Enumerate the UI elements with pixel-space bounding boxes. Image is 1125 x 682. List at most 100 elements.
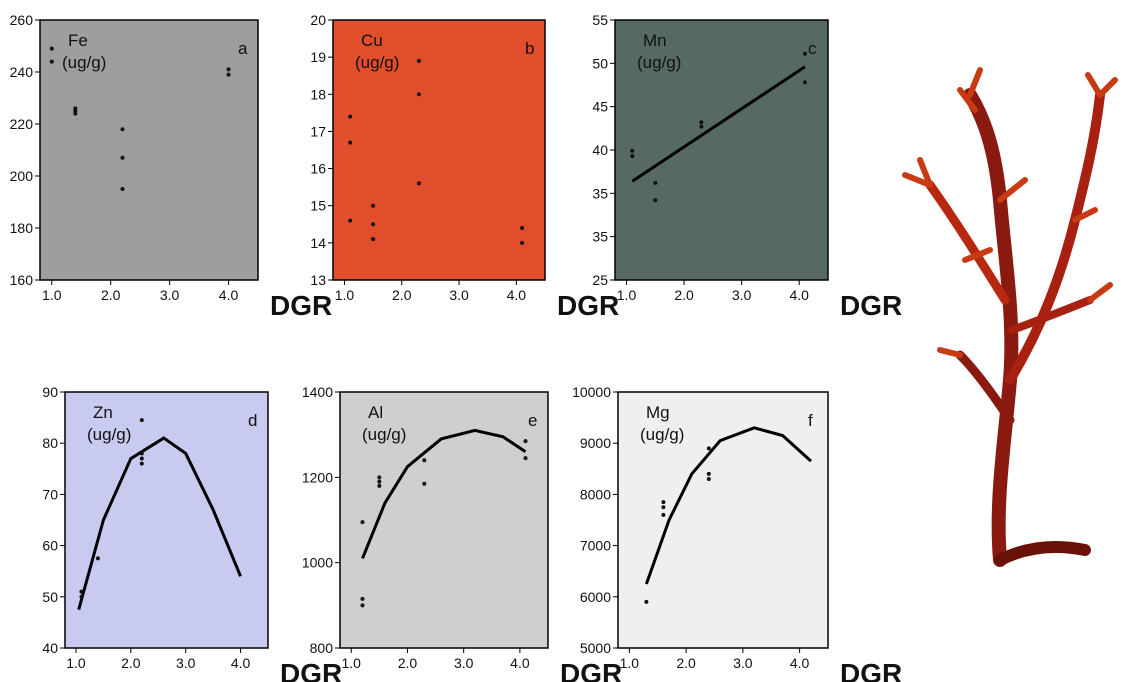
- data-point: [661, 505, 666, 510]
- data-point: [520, 226, 525, 230]
- y-tick-label: 14: [310, 235, 326, 251]
- x-axis-label: DGR: [840, 658, 902, 682]
- data-point: [348, 114, 353, 119]
- element-label: Zn: [93, 403, 113, 422]
- plot-area: [64, 391, 269, 649]
- x-tick-label: 2.0: [392, 287, 412, 303]
- data-point: [416, 181, 421, 186]
- fit-line: [644, 426, 812, 585]
- y-tick-label: 18: [310, 86, 326, 102]
- x-tick-label: 3.0: [160, 287, 180, 303]
- data-point: [802, 80, 807, 85]
- data-point: [139, 461, 144, 466]
- chart-panel: 160 180 200 220 240 260 1.0 2.0 3.0 4.0 DGR Fe (ug/g…: [10, 12, 333, 321]
- chart-panel: 25 35 35 40 45 50 55 1.0 2.0 3.0 4.0 DGR Mn (ug/g) c: [592, 12, 902, 321]
- y-tick-label: 40: [592, 142, 608, 158]
- y-tick-label: 20: [310, 12, 326, 28]
- y-tick-label: 45: [592, 99, 608, 115]
- data-point: [661, 500, 666, 505]
- y-tick-label: 200: [10, 168, 34, 184]
- x-tick-label: 4.0: [231, 655, 251, 671]
- y-tick-label: 9000: [580, 435, 611, 451]
- x-tick-label: 1.0: [335, 287, 355, 303]
- fit-line: [631, 65, 806, 183]
- y-tick-label: 10000: [572, 384, 611, 400]
- y-tick-label: 90: [42, 384, 58, 400]
- y-tick-label: 1000: [302, 555, 333, 571]
- x-tick-label: 1.0: [42, 287, 62, 303]
- y-tick-label: 80: [42, 435, 58, 451]
- y-tick-label: 70: [42, 486, 58, 502]
- data-point: [699, 124, 704, 129]
- x-tick-label: 3.0: [733, 655, 753, 671]
- y-tick-label: 35: [592, 229, 608, 245]
- data-point: [360, 520, 365, 525]
- data-point: [653, 198, 658, 203]
- data-point: [49, 46, 54, 51]
- x-tick-label: 1.0: [620, 655, 640, 671]
- y-tick-label: 800: [310, 640, 334, 656]
- data-point: [630, 148, 635, 153]
- data-point: [523, 439, 528, 444]
- x-tick-label: 1.0: [617, 287, 637, 303]
- y-tick-label: 15: [310, 198, 326, 214]
- data-point: [360, 603, 365, 608]
- fit-line: [361, 428, 527, 559]
- data-point: [422, 458, 427, 463]
- x-tick-label: 1.0: [66, 655, 86, 671]
- chart-panel: 800 1000 1200 1400 1.0 2.0 3.0 4.0 DGR Al (ug/g) e: [302, 384, 622, 682]
- data-point: [802, 51, 807, 56]
- y-tick-label: 6000: [580, 589, 611, 605]
- y-tick-label: 260: [10, 12, 34, 28]
- y-tick-label: 35: [592, 185, 608, 201]
- fit-line: [77, 436, 242, 610]
- data-point: [706, 471, 711, 476]
- y-tick-label: 25: [592, 272, 608, 288]
- x-tick-label: 2.0: [676, 655, 696, 671]
- element-label: Cu: [361, 31, 383, 50]
- unit-label: (ug/g): [355, 53, 399, 72]
- data-point: [139, 418, 144, 423]
- x-tick-label: 2.0: [674, 287, 694, 303]
- panel-letter: e: [528, 411, 537, 430]
- chart-panel: 5000 6000 7000 8000 9000 10000 1.0 2.0 3.0 4.0 DGR…: [572, 384, 902, 682]
- x-axis-label: DGR: [840, 290, 902, 321]
- plot-area: [332, 19, 546, 281]
- x-tick-label: 4.0: [789, 287, 809, 303]
- y-tick-label: 60: [42, 538, 58, 554]
- y-tick-label: 160: [10, 272, 34, 288]
- y-tick-label: 40: [42, 640, 58, 656]
- element-label: Al: [368, 403, 383, 422]
- data-point: [377, 475, 382, 480]
- data-point: [523, 456, 528, 461]
- data-point: [422, 481, 427, 486]
- x-tick-label: 2.0: [121, 655, 141, 671]
- element-label: Fe: [68, 31, 88, 50]
- data-point: [371, 222, 376, 227]
- data-point: [644, 599, 649, 604]
- data-point: [371, 203, 376, 208]
- data-point: [120, 187, 125, 191]
- seaweed-photo: [902, 67, 1118, 567]
- y-tick-label: 220: [10, 116, 34, 132]
- data-point: [377, 479, 382, 484]
- data-point: [139, 451, 144, 456]
- unit-label: (ug/g): [362, 425, 406, 444]
- data-point: [360, 596, 365, 601]
- y-tick-label: 19: [310, 49, 326, 65]
- x-axis-label: DGR: [270, 290, 332, 321]
- data-point: [79, 589, 84, 594]
- x-tick-label: 3.0: [454, 655, 474, 671]
- data-point: [416, 58, 421, 63]
- x-tick-label: 3.0: [176, 655, 196, 671]
- x-tick-label: 4.0: [510, 655, 530, 671]
- y-tick-label: 180: [10, 220, 34, 236]
- chart-panel: 13 14 15 16 17 18 19 20 1.0 2.0 3.0 4.0 DGR Cu (ug/g) b: [310, 12, 619, 321]
- plot-area: [339, 391, 549, 649]
- data-point: [120, 127, 125, 132]
- unit-label: (ug/g): [62, 53, 106, 72]
- x-tick-label: 4.0: [790, 655, 810, 671]
- data-point: [520, 240, 525, 245]
- y-tick-label: 1200: [302, 469, 333, 485]
